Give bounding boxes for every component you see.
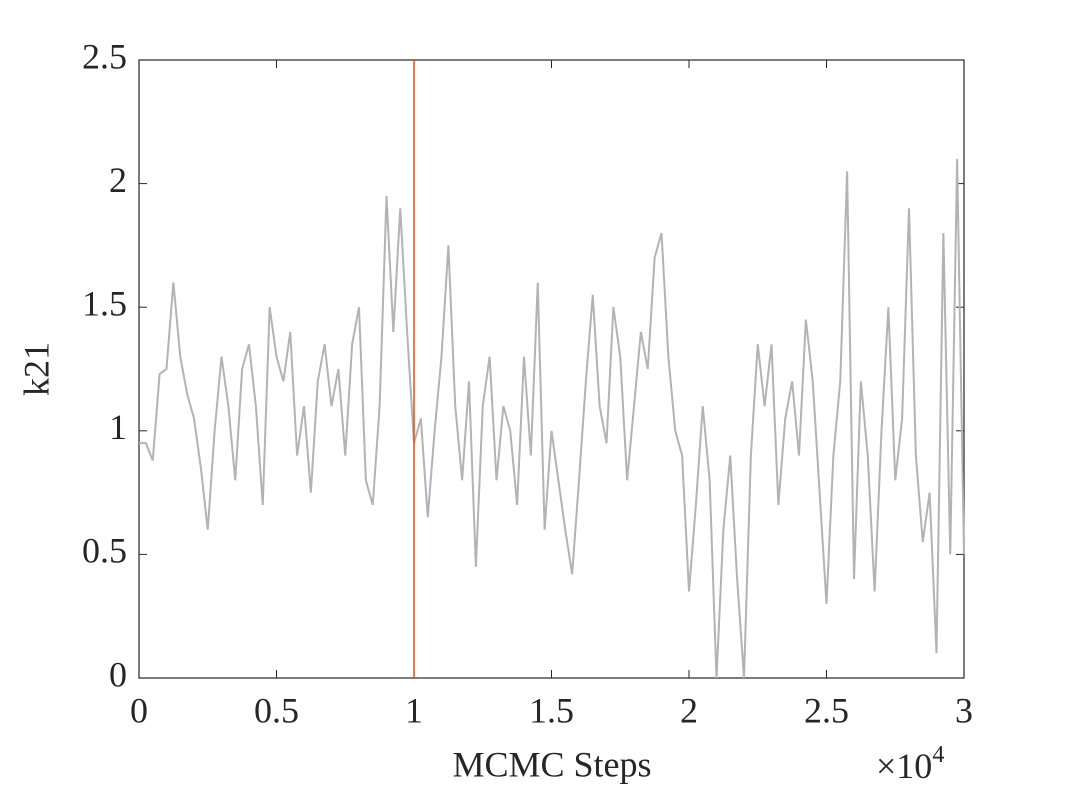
y-tick-label: 2 <box>109 160 127 200</box>
x-multiplier-base: ×10 <box>876 746 932 786</box>
x-tick-label: 3 <box>955 690 973 730</box>
y-tick-label: 1 <box>109 407 127 447</box>
x-tick-label: 1.5 <box>529 690 574 730</box>
x-tick-label: 2.5 <box>804 690 849 730</box>
y-tick-label: 0.5 <box>82 531 127 571</box>
y-tick-label: 1.5 <box>82 283 127 323</box>
y-axis-label: k21 <box>16 342 56 396</box>
x-tick-label: 2 <box>680 690 698 730</box>
x-axis-label: MCMC Steps <box>452 744 651 784</box>
x-tick-label: 0 <box>130 690 148 730</box>
x-tick-label: 1 <box>405 690 423 730</box>
y-tick-label: 2.5 <box>82 36 127 76</box>
x-tick-label: 0.5 <box>254 690 299 730</box>
trace-line <box>139 158 965 679</box>
x-multiplier-exponent: 4 <box>932 742 944 768</box>
x-multiplier: ×104 <box>876 742 944 787</box>
y-tick-label: 0 <box>109 654 127 694</box>
